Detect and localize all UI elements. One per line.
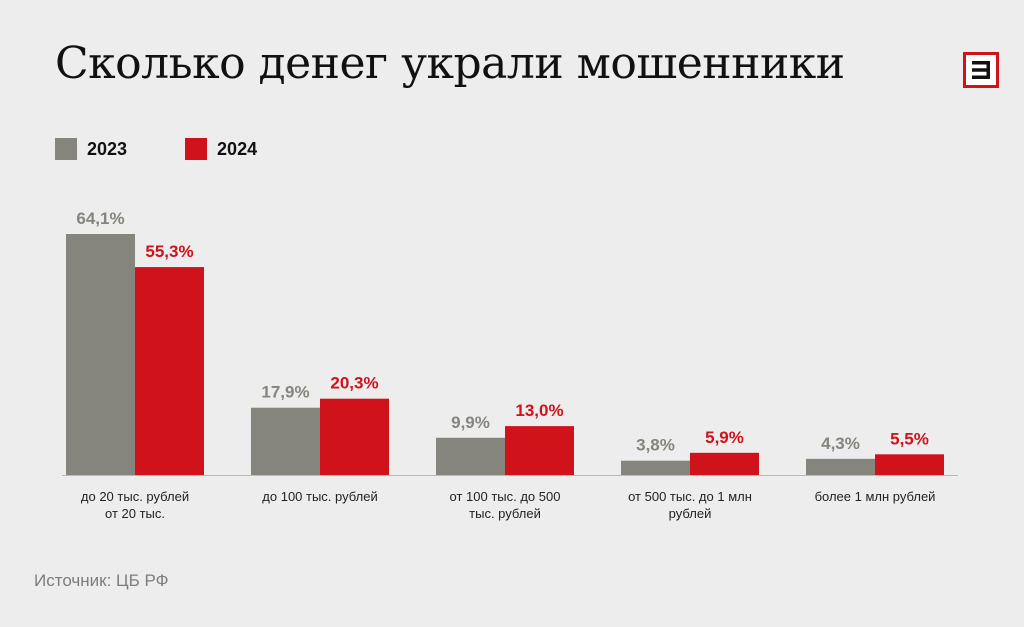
category-label-line: до 20 тыс. рублей [81, 489, 189, 504]
bar-2023-0 [66, 234, 135, 475]
category-label-2: от 100 тыс. до 500 тыс. рублей [450, 489, 561, 521]
source-note: Источник: ЦБ РФ [34, 571, 169, 590]
category-label-0: до 20 тыс. рублей от 20 тыс. [81, 489, 189, 521]
chart-title: Сколько денег украли мошенники [55, 38, 845, 89]
data-label-2024-4: 5,5% [890, 429, 929, 448]
bar-2024-1 [320, 398, 389, 475]
category-label-line: рублей [669, 506, 712, 521]
bar-2023-2 [436, 437, 505, 475]
legend-swatch-2023 [55, 138, 77, 160]
category-label-line: от 20 тыс. [105, 506, 165, 521]
category-label-4: более 1 млн рублей [815, 489, 936, 504]
data-label-2024-2: 13,0% [515, 401, 563, 420]
data-label-2023-3: 3,8% [636, 436, 675, 455]
legend-item-2024: 2024 [185, 138, 257, 160]
chart-legend: 2023 2024 [55, 138, 315, 160]
bar-2023-4 [806, 458, 875, 475]
bar-2024-0 [135, 267, 204, 475]
category-label-line: более 1 млн рублей [815, 489, 936, 504]
category-label-line: до 100 тыс. рублей [262, 489, 377, 504]
category-label-3: от 500 тыс. до 1 млн рублей [628, 489, 752, 521]
data-label-2024-0: 55,3% [145, 242, 193, 261]
category-label-line: от 500 тыс. до 1 млн [628, 489, 752, 504]
category-label-line: тыс. рублей [469, 506, 541, 521]
legend-item-2023: 2023 [55, 138, 127, 160]
bar-2024-2 [505, 426, 574, 475]
data-label-2023-4: 4,3% [821, 434, 860, 453]
category-label-1: до 100 тыс. рублей [262, 489, 377, 504]
e-logo-icon [963, 52, 999, 88]
legend-swatch-2024 [185, 138, 208, 160]
data-label-2023-2: 9,9% [451, 413, 490, 432]
bar-2024-3 [690, 452, 759, 475]
bar-2024-4 [875, 454, 944, 475]
data-label-2024-1: 20,3% [330, 374, 378, 393]
data-label-2023-1: 17,9% [261, 383, 309, 402]
legend-label-2023: 2023 [87, 138, 128, 159]
category-label-line: от 100 тыс. до 500 [450, 489, 561, 504]
legend-label-2024: 2024 [217, 138, 258, 159]
data-label-2023-0: 64,1% [76, 209, 124, 228]
bar-2023-3 [621, 460, 690, 475]
data-label-2024-3: 5,9% [705, 428, 744, 447]
bar-2023-1 [251, 407, 320, 475]
